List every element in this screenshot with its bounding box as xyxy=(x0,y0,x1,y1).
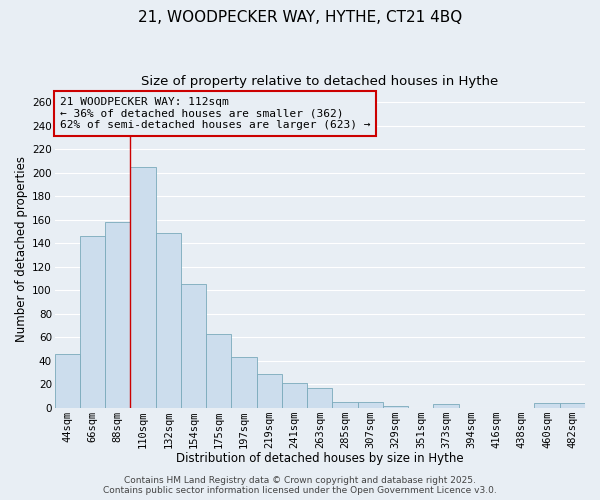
Bar xyxy=(181,284,206,408)
Bar xyxy=(80,236,105,408)
Text: Contains HM Land Registry data © Crown copyright and database right 2025.
Contai: Contains HM Land Registry data © Crown c… xyxy=(103,476,497,495)
Bar xyxy=(332,402,358,407)
Bar xyxy=(257,374,282,408)
Bar xyxy=(560,403,585,407)
Bar xyxy=(206,334,232,407)
Text: 21 WOODPECKER WAY: 112sqm
← 36% of detached houses are smaller (362)
62% of semi: 21 WOODPECKER WAY: 112sqm ← 36% of detac… xyxy=(60,97,370,130)
Bar xyxy=(535,403,560,407)
Bar xyxy=(130,167,156,408)
Text: 21, WOODPECKER WAY, HYTHE, CT21 4BQ: 21, WOODPECKER WAY, HYTHE, CT21 4BQ xyxy=(138,10,462,25)
Y-axis label: Number of detached properties: Number of detached properties xyxy=(15,156,28,342)
Bar xyxy=(307,388,332,407)
Bar xyxy=(433,404,459,407)
Bar xyxy=(55,354,80,408)
Bar xyxy=(282,383,307,407)
Bar xyxy=(156,232,181,408)
Bar xyxy=(383,406,408,408)
Bar xyxy=(232,357,257,408)
X-axis label: Distribution of detached houses by size in Hythe: Distribution of detached houses by size … xyxy=(176,452,464,465)
Bar xyxy=(358,402,383,407)
Bar xyxy=(105,222,130,408)
Title: Size of property relative to detached houses in Hythe: Size of property relative to detached ho… xyxy=(141,75,499,88)
